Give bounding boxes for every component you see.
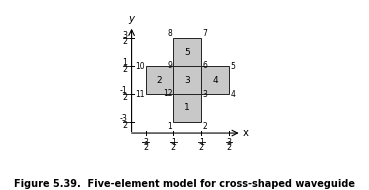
Text: 2: 2 <box>227 143 232 152</box>
Text: 1: 1 <box>184 104 190 112</box>
Text: 2: 2 <box>122 37 127 46</box>
Text: -1: -1 <box>120 86 127 95</box>
Text: 3: 3 <box>123 31 127 40</box>
Text: 2: 2 <box>122 65 127 74</box>
Text: 1: 1 <box>168 122 172 131</box>
Text: -1: -1 <box>169 138 177 147</box>
Polygon shape <box>201 66 229 94</box>
Text: x: x <box>243 128 249 138</box>
Polygon shape <box>173 94 201 122</box>
Polygon shape <box>173 66 201 94</box>
Text: -3: -3 <box>142 138 149 147</box>
Text: y: y <box>128 14 135 25</box>
Text: 2: 2 <box>122 121 127 130</box>
Polygon shape <box>173 38 201 66</box>
Text: 2: 2 <box>199 143 204 152</box>
Text: 2: 2 <box>143 143 148 152</box>
Text: 8: 8 <box>168 29 172 38</box>
Text: 1: 1 <box>123 58 127 67</box>
Text: 3: 3 <box>184 76 190 85</box>
Text: 1: 1 <box>199 138 204 147</box>
Text: 11: 11 <box>135 89 144 99</box>
Text: 3: 3 <box>202 89 207 99</box>
Text: 9: 9 <box>168 61 172 70</box>
Text: 5: 5 <box>230 62 235 71</box>
Text: 4: 4 <box>212 76 218 85</box>
Text: 5: 5 <box>184 48 190 57</box>
Text: 2: 2 <box>156 76 162 85</box>
Text: 6: 6 <box>202 61 207 70</box>
Text: 7: 7 <box>202 29 207 38</box>
Text: Figure 5.39.  Five-element model for cross-shaped waveguide: Figure 5.39. Five-element model for cros… <box>14 179 355 189</box>
Text: 4: 4 <box>230 89 235 99</box>
Text: 2: 2 <box>171 143 176 152</box>
Text: 3: 3 <box>227 138 232 147</box>
Text: 2: 2 <box>202 122 207 131</box>
Text: 2: 2 <box>122 93 127 102</box>
Text: 12: 12 <box>163 89 172 98</box>
Text: 10: 10 <box>135 62 144 71</box>
Polygon shape <box>145 66 173 94</box>
Text: -3: -3 <box>120 114 127 123</box>
